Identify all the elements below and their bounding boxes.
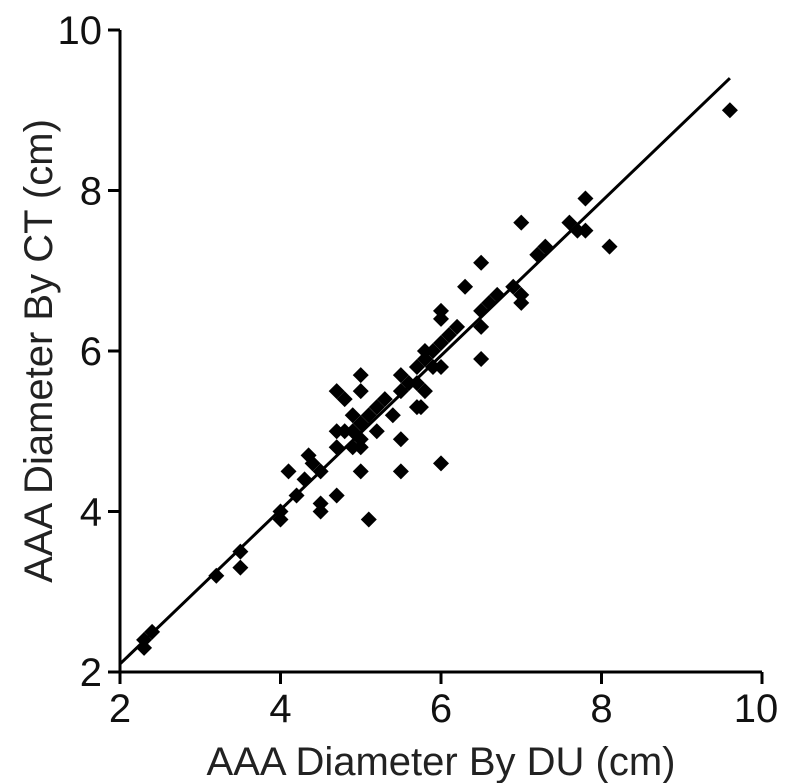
data-point: [312, 503, 329, 520]
data-point: [513, 214, 530, 231]
fit-line-group: [118, 77, 731, 666]
data-point: [144, 623, 161, 640]
data-point: [408, 375, 425, 392]
data-point: [328, 487, 345, 504]
data-point: [721, 102, 738, 119]
data-point: [392, 383, 409, 400]
x-tick-label: 6: [430, 687, 452, 731]
data-point: [280, 463, 297, 480]
y-tick-label: 10: [58, 9, 103, 53]
data-point: [232, 543, 249, 560]
data-point: [344, 439, 361, 456]
data-point: [424, 343, 441, 359]
y-tick-label: 2: [80, 651, 102, 695]
data-point: [312, 495, 329, 512]
data-point: [433, 455, 449, 472]
data-point: [312, 463, 329, 480]
ticks: 2 4 6 8 10 2 4 6 8 10: [58, 9, 779, 731]
data-points: [136, 102, 738, 656]
data-point: [416, 383, 433, 400]
data-point: [328, 383, 345, 400]
data-point: [433, 359, 449, 376]
data-point: [336, 423, 353, 440]
data-point: [481, 294, 498, 311]
data-point: [352, 383, 369, 400]
data-point: [344, 407, 361, 424]
data-point: [352, 463, 369, 480]
data-point: [513, 294, 530, 311]
data-point: [408, 359, 425, 376]
data-point: [360, 511, 377, 528]
data-point: [368, 423, 385, 440]
data-point: [601, 238, 618, 255]
data-point: [416, 351, 433, 368]
data-point: [577, 222, 594, 239]
data-point: [376, 391, 393, 408]
data-point: [352, 367, 369, 384]
data-point: [360, 407, 377, 424]
data-point: [328, 423, 345, 440]
data-point: [513, 286, 530, 303]
data-point: [272, 511, 289, 528]
data-point: [352, 439, 369, 456]
data-point: [296, 471, 313, 488]
data-point: [208, 567, 225, 584]
data-point: [328, 439, 345, 456]
data-point: [352, 431, 369, 448]
data-point: [473, 302, 490, 319]
data-point: [473, 318, 490, 335]
x-tick-label: 8: [590, 687, 612, 731]
data-point: [272, 503, 289, 520]
regression-line: [118, 77, 731, 666]
data-point: [368, 399, 385, 416]
y-axis-title: AAA Diameter By CT (cm): [17, 119, 61, 583]
x-axis-title: AAA Diameter By DU (cm): [207, 740, 676, 783]
data-point: [352, 415, 369, 432]
data-point: [577, 190, 594, 207]
data-point: [416, 343, 433, 359]
data-point: [561, 214, 578, 231]
data-point: [392, 431, 409, 448]
data-point: [136, 639, 153, 656]
data-point: [392, 367, 409, 384]
data-point: [473, 351, 490, 368]
data-point: [537, 238, 554, 255]
data-point: [441, 326, 458, 343]
data-point: [505, 278, 522, 295]
data-point: [424, 359, 441, 376]
y-tick-label: 6: [80, 330, 102, 374]
data-point: [412, 399, 429, 416]
data-point: [449, 318, 466, 335]
data-point: [433, 302, 449, 319]
data-point: [433, 310, 449, 327]
y-tick-label: 8: [80, 170, 102, 214]
data-point: [569, 222, 586, 239]
data-point: [489, 286, 506, 303]
data-point: [392, 463, 409, 480]
data-point: [288, 487, 305, 504]
data-point: [344, 423, 361, 440]
x-tick-label: 4: [269, 687, 291, 731]
x-tick-label: 10: [734, 687, 779, 731]
data-point: [304, 455, 321, 472]
data-point: [457, 278, 474, 295]
data-point: [136, 631, 153, 648]
data-point: [473, 254, 490, 271]
x-tick-label: 2: [109, 687, 131, 731]
data-point: [336, 391, 353, 408]
data-point: [529, 246, 546, 263]
data-point: [400, 375, 417, 392]
y-tick-label: 4: [80, 491, 102, 535]
data-point: [384, 407, 401, 424]
data-point: [232, 559, 249, 576]
data-point: [433, 334, 449, 351]
